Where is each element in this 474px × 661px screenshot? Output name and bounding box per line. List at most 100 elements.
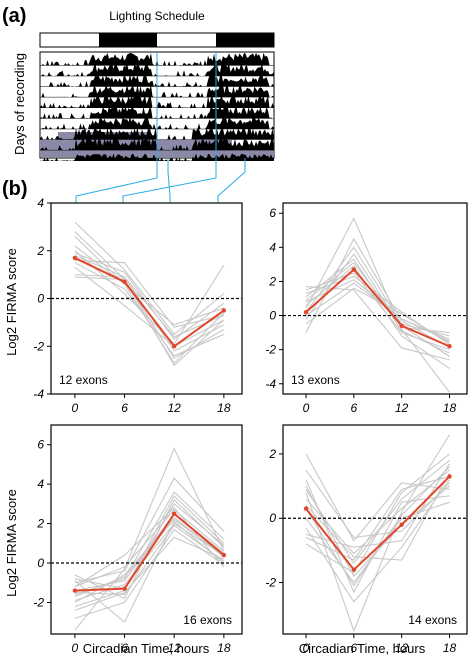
mean-point (171, 511, 177, 516)
exon-line-2 (305, 217, 450, 393)
exon-line-4 (305, 286, 450, 361)
y-tick-label: 4 (37, 477, 44, 491)
y-tick-label: -4 (265, 377, 276, 391)
mean-point (72, 588, 78, 593)
mean-line (74, 257, 225, 348)
exon-line-13 (74, 524, 225, 596)
x-tick-label: 6 (350, 401, 357, 415)
exon-line-1 (305, 453, 450, 542)
mean-point (447, 344, 452, 349)
exon-line-10 (74, 245, 225, 326)
mean-point (122, 586, 127, 591)
exon-line-9 (74, 528, 225, 619)
x-tick-label: 6 (350, 641, 357, 655)
x-tick-label: 18 (217, 641, 231, 655)
lighting-schedule-bar (39, 32, 275, 48)
x-tick-label: 12 (168, 401, 182, 415)
exon-line-15 (74, 495, 225, 607)
mean-point (221, 308, 227, 313)
x-tick-label: 18 (217, 401, 231, 415)
mean-point (72, 255, 78, 261)
y-tick-label: 0 (37, 292, 44, 306)
mean-point (399, 522, 404, 527)
y-tick-label: -4 (33, 387, 44, 401)
chart-panel-16-exons: 6 4 2 0 -2 0 6 12 18 16 exons (33, 424, 243, 655)
y-tick-label: 4 (37, 196, 44, 210)
y-tick-label: 6 (37, 438, 44, 452)
exon-count-label: 16 exons (183, 613, 232, 627)
mean-point (171, 344, 177, 349)
mean-point (303, 309, 309, 315)
mean-point (399, 323, 404, 328)
exon-line-14 (74, 509, 225, 588)
y-tick-label: 6 (269, 206, 276, 220)
exon-line-10 (305, 479, 450, 603)
lighting-schedule-title: Lighting Schedule (109, 9, 205, 23)
exon-line-8 (74, 252, 225, 340)
x-axis-label-right: Circadian Time, hours (299, 641, 426, 656)
exon-count-label: 14 exons (408, 613, 457, 627)
x-tick-label: 6 (121, 401, 128, 415)
x-tick-label: 0 (303, 641, 310, 655)
mean-point (221, 552, 227, 558)
schedule-dark-period-2 (216, 33, 274, 47)
exon-line-4 (74, 536, 225, 611)
exon-line-7 (305, 469, 450, 539)
x-tick-label: 0 (72, 401, 79, 415)
x-tick-label: 0 (303, 401, 310, 415)
y-tick-label: 2 (268, 274, 276, 288)
mean-point (351, 267, 357, 272)
x-tick-label: 12 (395, 641, 409, 655)
panel-b-letter: (b) (2, 178, 28, 200)
exon-count-label: 12 exons (59, 373, 108, 387)
exon-line-11 (74, 276, 225, 367)
exon-line-6 (305, 453, 450, 574)
y-tick-label: -2 (33, 595, 44, 609)
exon-line-14 (305, 466, 450, 587)
exon-line-7 (74, 267, 225, 347)
mean-line (74, 512, 225, 592)
exon-line-13 (305, 475, 450, 561)
x-tick-label: 0 (72, 641, 79, 655)
exon-line-6 (74, 231, 225, 359)
y-tick-label: 0 (269, 511, 276, 525)
y-tick-label: 0 (37, 556, 44, 570)
y-tick-label: -2 (265, 576, 276, 590)
days-of-recording-label: Days of recording (12, 53, 27, 155)
mean-point (303, 506, 309, 511)
x-tick-label: 18 (443, 401, 457, 415)
chart-panel-13-exons: 6 4 2 0 -2 -4 0 6 12 18 13 exons (265, 202, 468, 415)
exon-line-12 (74, 255, 225, 338)
y-tick-label: 2 (268, 447, 276, 461)
chart-panel-14-exons: 2 0 -2 0 6 12 18 14 exons (265, 424, 468, 655)
exon-line-7 (74, 522, 225, 602)
mean-point (447, 474, 452, 479)
y-axis-label-top: Log2 FIRMA score (4, 248, 19, 356)
y-tick-label: 0 (269, 309, 276, 323)
schedule-dark-period-1 (99, 33, 157, 47)
mean-point (351, 567, 357, 572)
x-axis-label-left: Circadian Time, hours (83, 641, 210, 656)
exon-line-1 (74, 447, 225, 631)
y-tick-label: -2 (33, 339, 44, 353)
y-tick-label: 4 (269, 240, 276, 254)
chart-panel-12-exons: 4 2 0 -2 -4 0 6 12 18 12 exons (33, 196, 243, 415)
mean-line (305, 268, 450, 348)
x-tick-label: 6 (121, 641, 128, 655)
exon-line-1 (74, 221, 225, 336)
exon-line-13 (305, 261, 450, 357)
x-tick-label: 18 (443, 641, 457, 655)
y-tick-label: 2 (36, 244, 44, 258)
y-tick-label: 2 (36, 517, 44, 531)
y-tick-label: -2 (265, 343, 276, 357)
panel-a-letter: (a) (2, 5, 26, 27)
exon-count-label: 13 exons (291, 373, 340, 387)
mean-line (305, 475, 451, 572)
exon-line-11 (305, 469, 450, 555)
exon-line-12 (305, 282, 450, 342)
mean-point (122, 279, 127, 284)
x-tick-label: 12 (395, 401, 409, 415)
y-axis-label-bottom: Log2 FIRMA score (4, 489, 19, 597)
x-tick-label: 12 (168, 641, 182, 655)
